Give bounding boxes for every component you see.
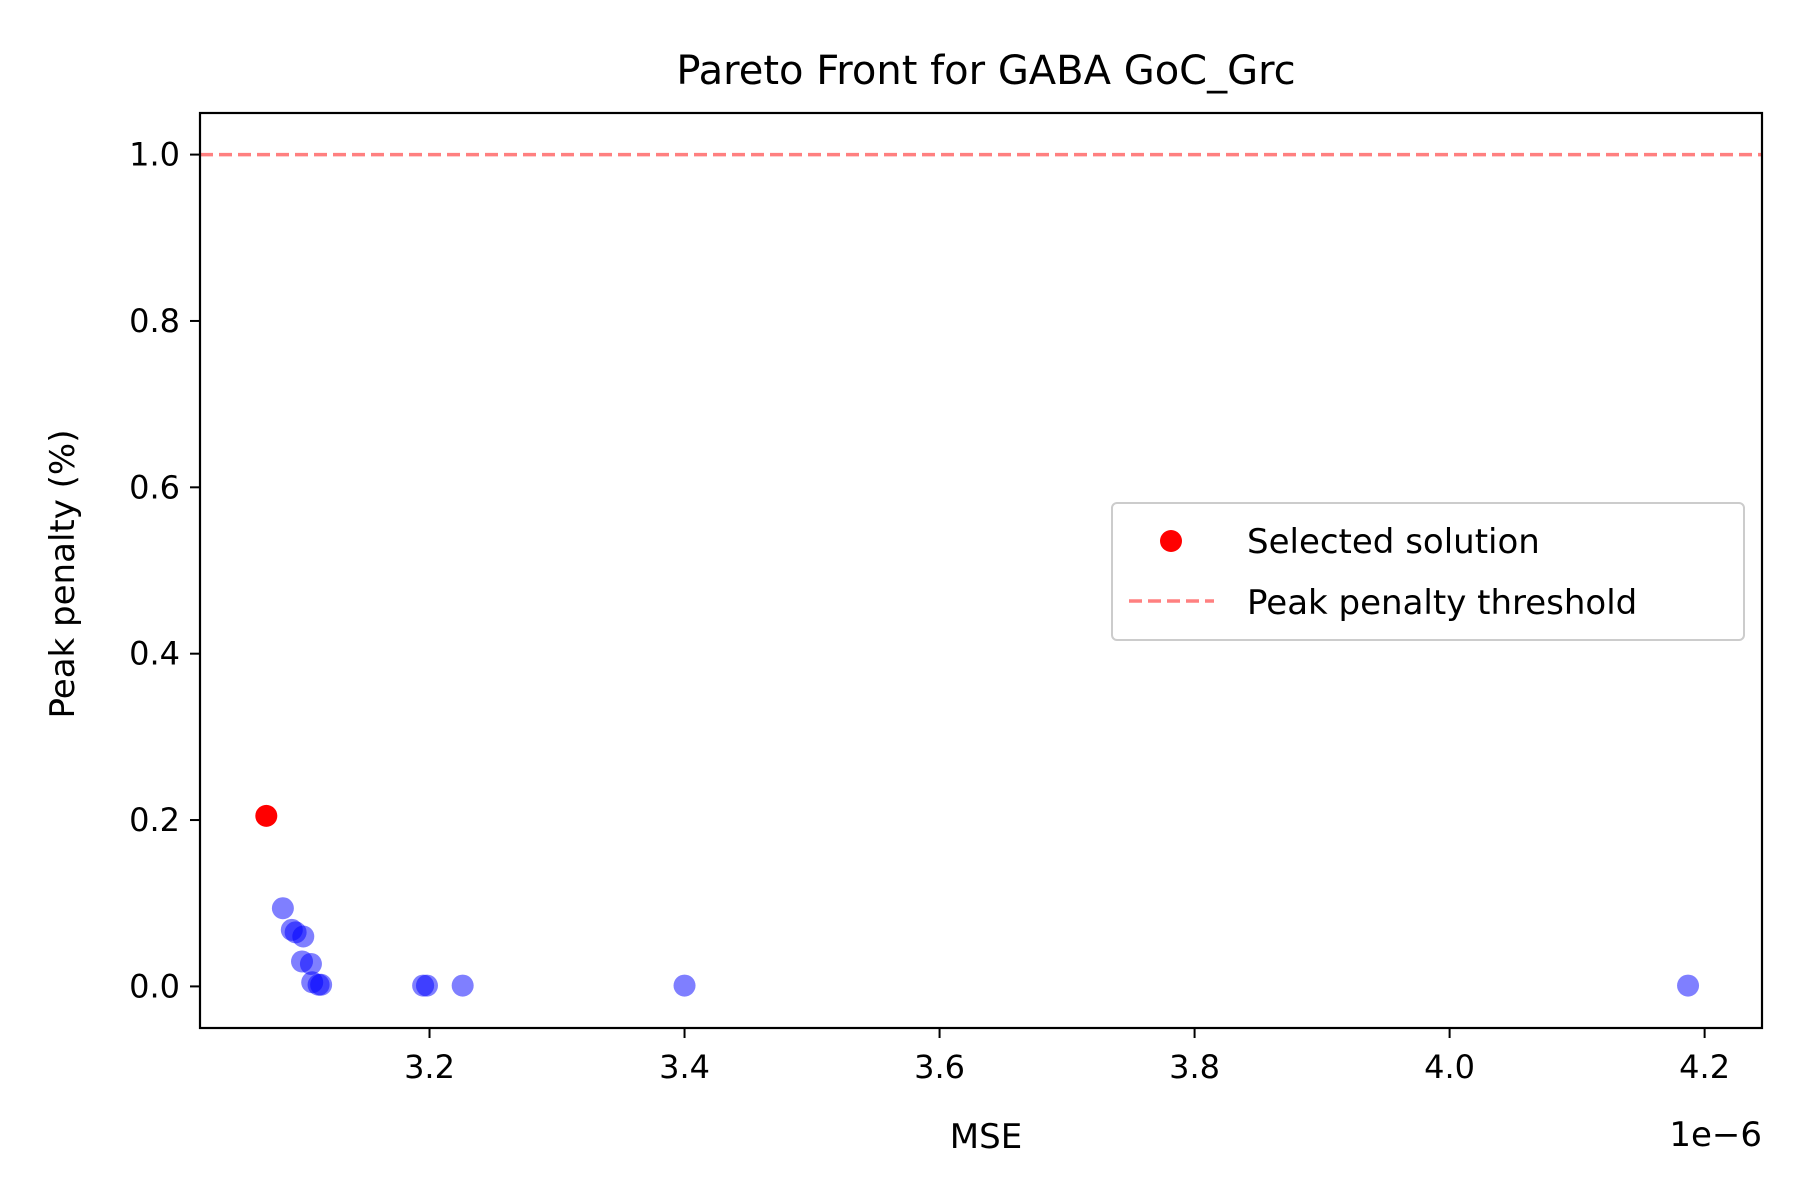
y-tick-label: 0.4 [129, 635, 180, 673]
pareto-point [673, 974, 696, 997]
x-axis-label: MSE [950, 1117, 1022, 1157]
pareto-point [292, 925, 315, 948]
legend-marker-selected-solution [1160, 530, 1182, 552]
x-tick-label: 4.0 [1424, 1048, 1475, 1086]
chart-title: Pareto Front for GABA GoC_Grc [676, 48, 1295, 94]
x-tick-label: 4.2 [1679, 1048, 1730, 1086]
legend: Selected solution Peak penalty threshold [1111, 502, 1745, 641]
x-axis: 3.2 3.4 3.6 3.8 4.0 4.2 [404, 1028, 1730, 1086]
x-tick-label: 3.6 [914, 1048, 965, 1086]
x-tick-label: 3.2 [404, 1048, 455, 1086]
pareto-point [415, 974, 438, 997]
pareto-point [299, 952, 322, 975]
legend-label-threshold: Peak penalty threshold [1247, 583, 1637, 623]
y-axis-label: Peak penalty (%) [43, 430, 83, 719]
y-axis: 0.0 0.2 0.4 0.6 0.8 1.0 [129, 136, 200, 1005]
x-axis-offset-label: 1e−6 [1669, 1115, 1762, 1155]
x-tick-label: 3.8 [1169, 1048, 1220, 1086]
legend-box [1111, 502, 1745, 641]
y-tick-label: 0.8 [129, 302, 180, 340]
pareto-point [310, 973, 333, 996]
pareto-point [271, 897, 294, 920]
selected-solution-point [255, 804, 278, 827]
axes-frame [198, 111, 1764, 1030]
x-tick-label: 3.4 [659, 1048, 710, 1086]
y-tick-label: 1.0 [129, 136, 180, 174]
y-tick-label: 0.0 [129, 967, 180, 1005]
y-tick-label: 0.2 [129, 801, 180, 839]
pareto-point [451, 974, 474, 997]
plot-area [200, 152, 1762, 997]
pareto-point [1677, 974, 1700, 997]
legend-label-selected-solution: Selected solution [1247, 522, 1540, 562]
y-tick-label: 0.6 [129, 468, 180, 506]
